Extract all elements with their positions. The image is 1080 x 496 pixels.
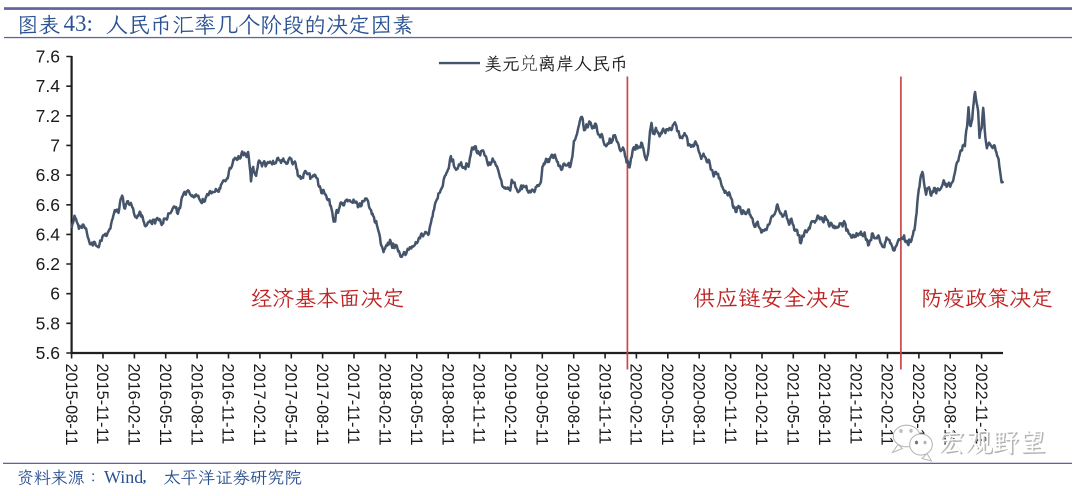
svg-text:2020-02-11: 2020-02-11: [627, 364, 645, 446]
svg-text:7.2: 7.2: [36, 106, 60, 126]
svg-text:5.6: 5.6: [36, 343, 60, 363]
svg-text:2021-08-11: 2021-08-11: [815, 364, 833, 446]
svg-text:2018-05-11: 2018-05-11: [407, 364, 425, 446]
svg-text:2017-05-11: 2017-05-11: [282, 364, 300, 446]
svg-text:2022-05-11: 2022-05-11: [909, 364, 927, 446]
svg-text:2015-11-11: 2015-11-11: [93, 364, 111, 445]
svg-text:7.4: 7.4: [36, 76, 61, 96]
svg-text:2016-05-11: 2016-05-11: [156, 364, 174, 446]
svg-text:6.8: 6.8: [36, 165, 60, 185]
svg-text:2017-02-11: 2017-02-11: [250, 364, 268, 446]
svg-text:2018-11-11: 2018-11-11: [470, 364, 488, 445]
svg-text:2022-08-11: 2022-08-11: [940, 364, 958, 446]
svg-text:2022-02-11: 2022-02-11: [878, 364, 896, 446]
svg-text:2016-08-11: 2016-08-11: [187, 364, 205, 446]
svg-text:2019-05-11: 2019-05-11: [533, 364, 551, 446]
svg-text:5.8: 5.8: [36, 313, 60, 333]
svg-text:43:: 43:: [64, 11, 93, 36]
svg-text:2016-02-11: 2016-02-11: [125, 364, 143, 446]
svg-text:6.4: 6.4: [36, 224, 61, 244]
svg-text:2017-08-11: 2017-08-11: [313, 364, 331, 446]
svg-text:2020-08-11: 2020-08-11: [689, 364, 707, 446]
svg-text:2020-05-11: 2020-05-11: [658, 364, 676, 446]
svg-text:2021-11-11: 2021-11-11: [846, 364, 864, 445]
svg-text:2022-11-11: 2022-11-11: [972, 364, 990, 445]
svg-text:2019-11-11: 2019-11-11: [595, 364, 613, 445]
svg-text:2019-08-11: 2019-08-11: [564, 364, 582, 446]
svg-text:2020-11-11: 2020-11-11: [721, 364, 739, 445]
svg-text:7: 7: [50, 135, 60, 155]
svg-text:2017-11-11: 2017-11-11: [344, 364, 362, 445]
svg-text:6.6: 6.6: [36, 195, 60, 215]
svg-text:6: 6: [50, 284, 60, 304]
svg-text:7.6: 7.6: [36, 47, 60, 67]
svg-text:2021-02-11: 2021-02-11: [752, 364, 770, 446]
svg-text:2018-08-11: 2018-08-11: [438, 364, 456, 446]
svg-text:2015-08-11: 2015-08-11: [62, 364, 80, 446]
svg-text:6.2: 6.2: [36, 254, 60, 274]
svg-text:Wind: Wind: [104, 467, 143, 487]
svg-text:2021-05-11: 2021-05-11: [784, 364, 802, 446]
svg-text:2018-02-11: 2018-02-11: [376, 364, 394, 446]
svg-text:2016-11-11: 2016-11-11: [219, 364, 237, 445]
svg-text:2019-02-11: 2019-02-11: [501, 364, 519, 446]
